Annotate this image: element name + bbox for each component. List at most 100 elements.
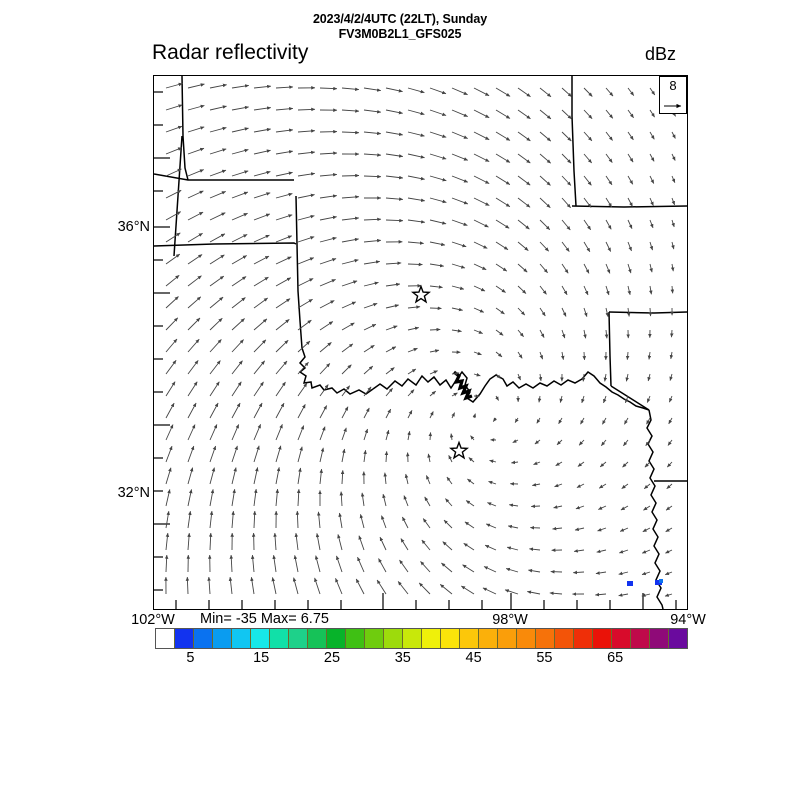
wind-vector (495, 109, 511, 119)
wind-vector (165, 253, 181, 265)
colorbar[interactable] (155, 628, 688, 649)
wind-vector (187, 169, 204, 177)
unit-label: dBz (645, 44, 677, 64)
wind-vector-field (164, 82, 677, 597)
wind-vector (275, 467, 281, 485)
wind-vector (252, 510, 257, 529)
wind-vector (517, 153, 531, 164)
wind-vector (534, 439, 541, 445)
datetime-title: 2023/4/2/4UTC (22LT), Sunday (312, 12, 488, 26)
wind-vector (275, 298, 291, 309)
wind-vector (275, 319, 290, 331)
wind-vector (209, 126, 227, 133)
wind-vector (297, 278, 314, 287)
colorbar-tick-label: 5 (186, 650, 195, 666)
wind-vector (595, 571, 607, 575)
wind-vector (275, 277, 292, 287)
wind-vector (250, 554, 255, 573)
wind-vector (539, 197, 551, 209)
wind-vector (517, 285, 527, 294)
wind-vector (451, 285, 465, 290)
wind-vector (164, 554, 169, 573)
wind-vector (209, 510, 214, 529)
wind-vector (271, 577, 277, 595)
wind-vector (231, 360, 243, 375)
wind-vector (209, 317, 223, 331)
wind-vector (319, 151, 338, 156)
wind-vector (297, 298, 313, 309)
wind-vector (165, 232, 181, 243)
wind-vector (337, 534, 343, 551)
wind-vector (664, 593, 673, 597)
wind-vector (605, 307, 609, 317)
wind-vector (275, 235, 292, 243)
wind-vector (472, 413, 476, 419)
wind-vector (561, 285, 568, 296)
wind-vector (561, 197, 571, 208)
wind-vector (561, 131, 572, 142)
wind-vector (442, 541, 453, 551)
wind-vector (429, 349, 440, 353)
wind-vector (514, 417, 519, 423)
wind-vector (253, 84, 272, 89)
wind-vector (253, 127, 271, 133)
colorbar-tick-label: 25 (323, 650, 341, 666)
wind-vector (495, 307, 505, 315)
wind-vector (539, 241, 550, 252)
wind-vector (583, 109, 593, 120)
model-run-title: FV3M0B2L1_GFS025 (338, 26, 462, 41)
wind-vector (649, 153, 655, 162)
wind-vector (319, 363, 331, 375)
wind-vector (407, 305, 421, 309)
wind-vector (441, 562, 453, 573)
wind-vector (624, 417, 629, 425)
wind-vector (253, 339, 267, 353)
map-plot-area[interactable] (153, 75, 688, 610)
wind-vector (504, 589, 519, 595)
wind-vector (209, 254, 225, 265)
wind-vector (319, 468, 323, 485)
wind-vector (670, 285, 675, 294)
wind-vector (253, 297, 268, 309)
wind-vector (187, 147, 205, 155)
wind-vector (473, 351, 482, 356)
wind-vector (250, 577, 255, 595)
wind-vector (165, 381, 176, 397)
wind-vector (275, 339, 289, 353)
wind-vector (560, 351, 565, 360)
wind-vector (275, 424, 283, 441)
wind-vector (451, 329, 462, 333)
wind-vector (231, 318, 245, 331)
wind-vector (649, 131, 655, 140)
wind-vector (517, 329, 524, 337)
wind-vector (253, 149, 271, 155)
wind-vector (341, 448, 346, 463)
wind-vector (603, 373, 608, 382)
wind-vector (231, 510, 235, 529)
wind-vector (625, 373, 629, 382)
colorbar-cell (346, 629, 365, 648)
wind-vector (421, 539, 431, 551)
wind-vector (187, 445, 195, 463)
wind-vector (297, 107, 316, 112)
wind-vector (338, 512, 343, 529)
wind-vector (319, 447, 325, 463)
wind-vector (446, 476, 453, 485)
wind-vector (363, 407, 370, 419)
wind-vector (489, 459, 497, 464)
wind-vector (165, 489, 171, 507)
wind-vector (552, 526, 563, 531)
wind-vector (407, 431, 411, 441)
wind-vector (231, 127, 249, 133)
wind-vector (404, 473, 409, 485)
wind-vector (648, 285, 653, 295)
colorbar-cell (517, 629, 536, 648)
wind-vector (539, 351, 544, 360)
colorbar-tick-labels: 5 15 25 35 45 55 65 (155, 650, 686, 670)
wind-vector (649, 263, 653, 273)
wind-vector (363, 428, 369, 441)
wind-vector (463, 542, 475, 551)
wind-vector (165, 82, 183, 89)
wind-vector (666, 483, 673, 490)
wind-vector (647, 351, 652, 360)
